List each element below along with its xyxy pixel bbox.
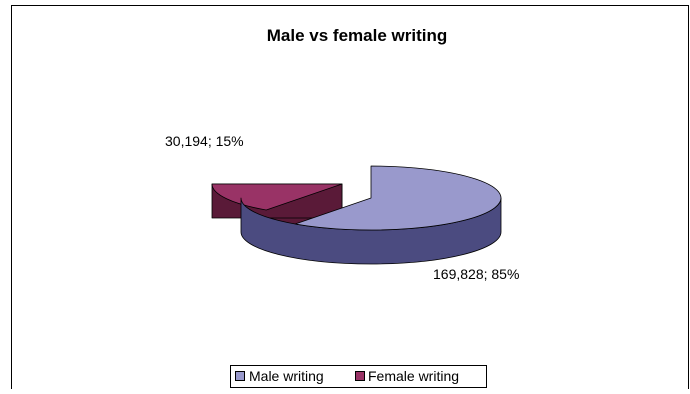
female-slice[interactable] xyxy=(211,183,343,211)
legend-label-male[interactable]: Male writing xyxy=(249,368,324,384)
legend-label-female[interactable]: Female writing xyxy=(368,368,459,384)
chart-border xyxy=(11,5,689,391)
chart-title: Male vs female writing xyxy=(267,26,447,45)
male-slice[interactable] xyxy=(294,165,502,231)
legend: Male writing Female writing xyxy=(230,365,487,388)
legend-swatch-female[interactable] xyxy=(355,371,365,381)
data-label-female: 30,194; 15% xyxy=(165,133,244,149)
pie-plot-area xyxy=(211,165,502,265)
data-label-male: 169,828; 85% xyxy=(433,266,519,282)
legend-swatch-male[interactable] xyxy=(235,371,245,381)
